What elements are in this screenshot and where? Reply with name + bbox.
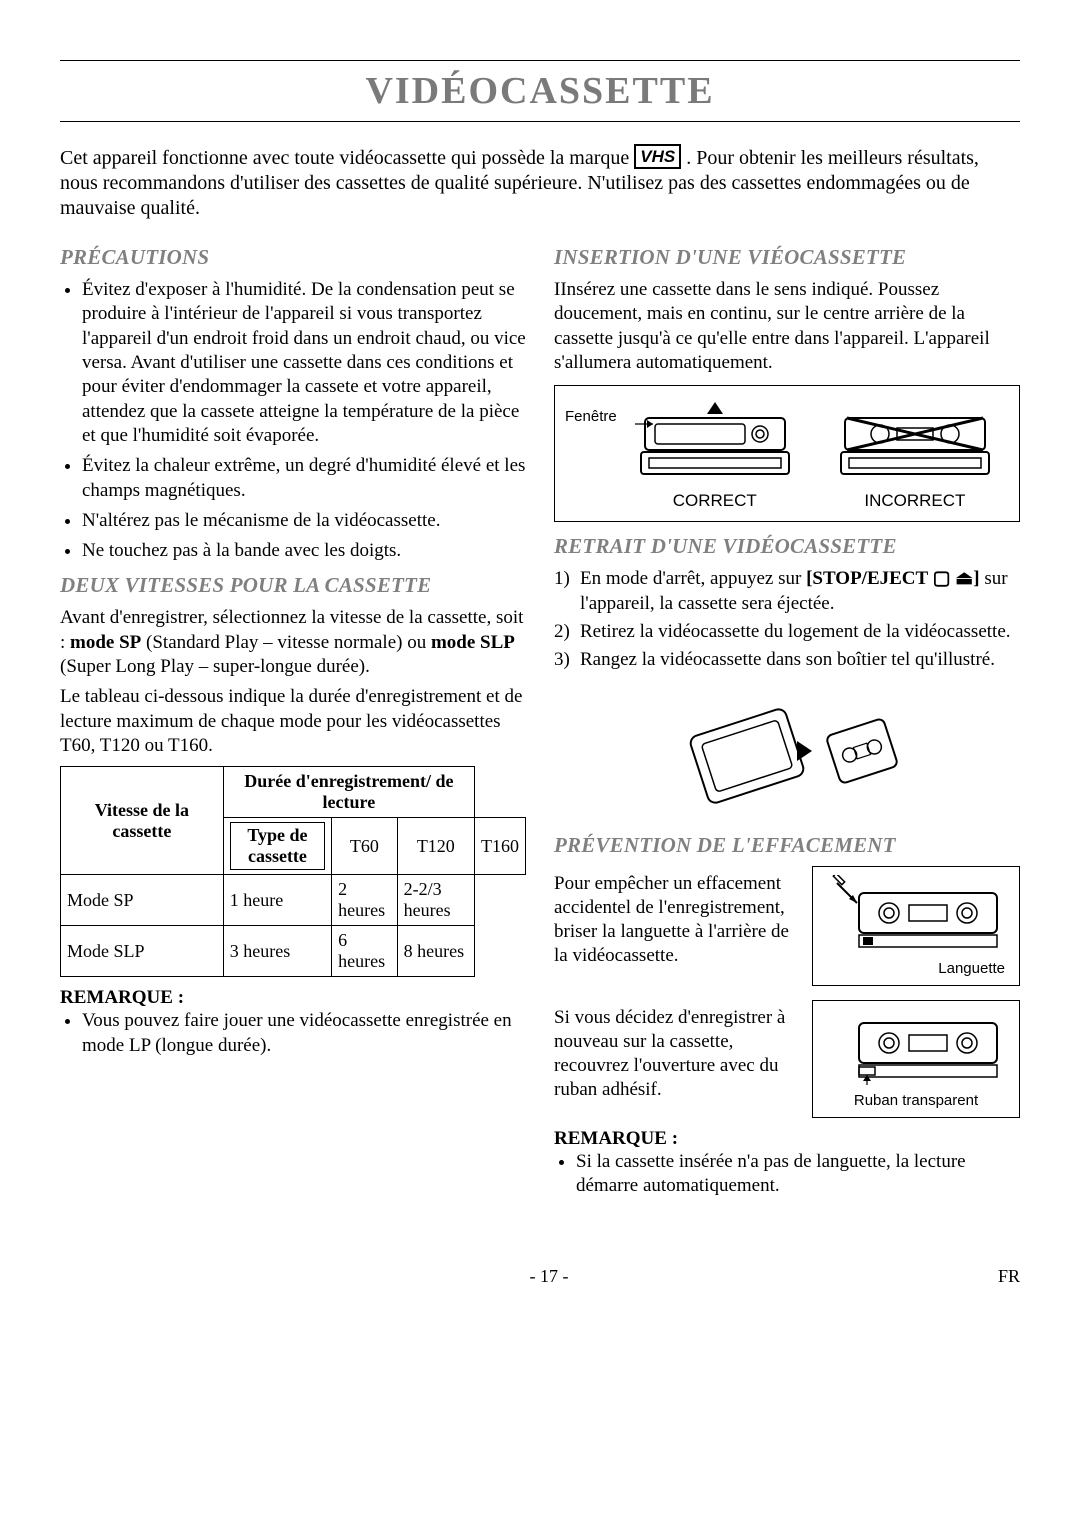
precaution-item: Ne touchez pas à la bande avec les doigt… [82, 539, 526, 563]
cell: 1 heure [223, 875, 331, 926]
stop-eject-bold: [STOP/EJECT ▢ ⏏] [806, 568, 980, 589]
correct-caption: CORRECT [635, 491, 795, 511]
remarque-item: Vous pouvez faire jouer une vidéocassett… [82, 1009, 526, 1058]
languette-caption: Languette [821, 960, 1011, 977]
retrait-steps: En mode d'arrêt, appuyez sur [STOP/EJECT… [554, 567, 1020, 672]
cassette-correct-icon [635, 400, 795, 480]
table-row: Mode SLP 3 heures 6 heures 8 heures [61, 926, 526, 977]
retrait-diagram-icon [657, 681, 917, 821]
lang-code: FR [998, 1266, 1020, 1287]
cell: 2 heures [332, 875, 398, 926]
cassette-incorrect-icon [835, 400, 995, 480]
table-row: Mode SP 1 heure 2 heures 2-2/3 heures [61, 875, 526, 926]
heading-prevention: PRÉVENTION DE L'EFFACEMENT [554, 833, 1020, 858]
vhs-logo: VHS [634, 144, 681, 169]
text: (Standard Play – vitesse normale) ou [146, 632, 431, 653]
heading-insertion: INSERTION D'UNE VIÉOCASSETTE [554, 245, 1020, 270]
text: (Super Long Play – super-longue durée). [60, 656, 370, 677]
intro-paragraph: Cet appareil fonctionne avec toute vidéo… [60, 144, 1020, 221]
cell: Mode SLP [61, 926, 224, 977]
intro-text-a: Cet appareil fonctionne avec toute vidéo… [60, 147, 634, 169]
col-t60: T60 [332, 818, 398, 875]
step-item: Retirez la vidéocassette du logement de … [554, 620, 1020, 644]
precaution-item: N'altérez pas le mécanisme de la vidéoca… [82, 509, 526, 533]
fenetre-label: Fenêtre [565, 408, 617, 425]
left-column: PRÉCAUTIONS Évitez d'exposer à l'humidit… [60, 235, 526, 1206]
insertion-para: IInsérez une cassette dans le sens indiq… [554, 278, 1020, 375]
heading-precautions: PRÉCAUTIONS [60, 245, 526, 270]
page-footer: - 17 - FR [60, 1266, 1020, 1287]
cell: 3 heures [223, 926, 331, 977]
insertion-diagram: Fenêtre [554, 385, 1020, 522]
cell: 6 heures [332, 926, 398, 977]
ruban-diagram: Ruban transparent [812, 1000, 1020, 1118]
precaution-item: Évitez d'exposer à l'humidité. De la con… [82, 278, 526, 448]
step-item: En mode d'arrêt, appuyez sur [STOP/EJECT… [554, 567, 1020, 616]
page-number: - 17 - [100, 1266, 998, 1287]
precaution-item: Évitez la chaleur extrême, un degré d'hu… [82, 454, 526, 503]
mode-sp-bold: mode SP [70, 632, 141, 653]
step-item: Rangez la vidéocassette dans son boîtier… [554, 648, 1020, 672]
remarque-label: REMARQUE : [60, 987, 526, 1009]
cell: Mode SP [61, 875, 224, 926]
cell: 2-2/3 heures [397, 875, 474, 926]
ruban-caption: Ruban transparent [821, 1092, 1011, 1109]
remarque-item: Si la cassette insérée n'a pas de langue… [576, 1150, 1020, 1199]
incorrect-caption: INCORRECT [835, 491, 995, 511]
languette-icon [829, 875, 1003, 955]
type-cassette-label: Type de cassette [230, 822, 325, 870]
speeds-para-2: Le tableau ci-dessous indique la durée d… [60, 685, 526, 758]
ruban-icon [829, 1009, 1003, 1087]
cell: 8 heures [397, 926, 474, 977]
right-column: INSERTION D'UNE VIÉOCASSETTE IInsérez un… [554, 235, 1020, 1206]
th-vitesse: Vitesse de la cassette [61, 767, 224, 875]
th-duree: Durée d'enregistrement/ de lecture [223, 767, 474, 818]
speeds-para-1: Avant d'enregistrer, sélectionnez la vit… [60, 606, 526, 679]
col-t160: T160 [474, 818, 525, 875]
page-title: VIDÉOCASSETTE [60, 60, 1020, 122]
mode-slp-bold: mode SLP [431, 632, 515, 653]
heading-speeds: DEUX VITESSES POUR LA CASSETTE [60, 573, 526, 598]
speeds-table: Vitesse de la cassette Durée d'enregistr… [60, 766, 526, 977]
text: En mode d'arrêt, appuyez sur [580, 568, 806, 589]
remarque-list: Vous pouvez faire jouer une vidéocassett… [60, 1009, 526, 1058]
languette-diagram: Languette [812, 866, 1020, 986]
remarque-list-2: Si la cassette insérée n'a pas de langue… [554, 1150, 1020, 1199]
precautions-list: Évitez d'exposer à l'humidité. De la con… [60, 278, 526, 563]
col-t120: T120 [397, 818, 474, 875]
heading-retrait: RETRAIT D'UNE VIDÉOCASSETTE [554, 534, 1020, 559]
remarque-label-2: REMARQUE : [554, 1128, 1020, 1150]
